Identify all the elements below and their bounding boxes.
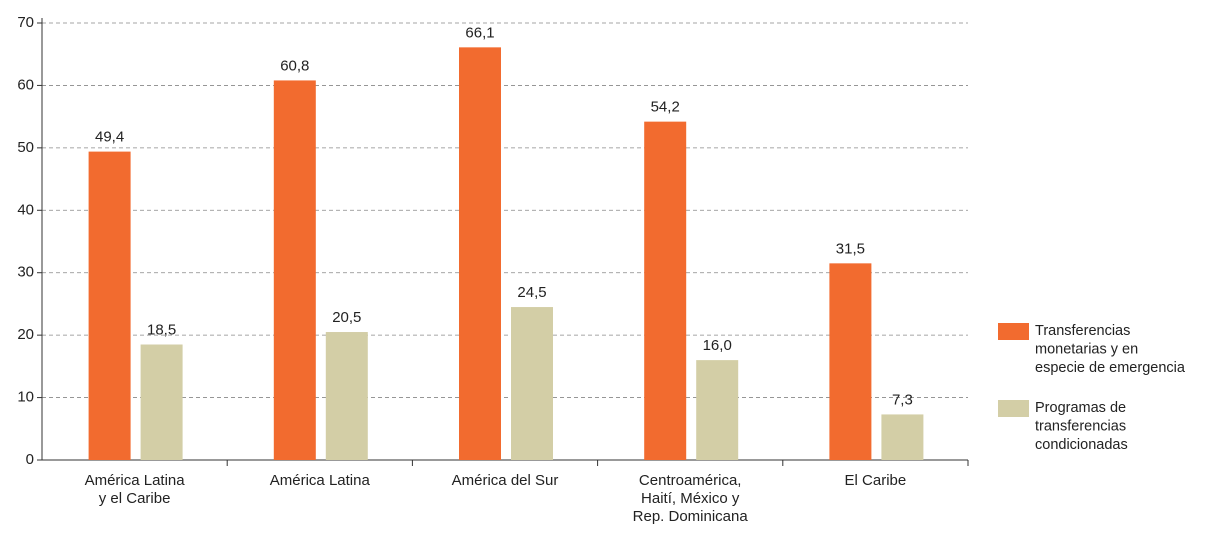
y-tick-label: 50 (17, 139, 34, 156)
bar (88, 151, 131, 461)
bar (273, 80, 316, 460)
value-label: 16,0 (703, 337, 732, 354)
x-tick-label: El Caribe (845, 472, 907, 489)
bar (644, 121, 687, 460)
legend-swatch (998, 400, 1029, 417)
x-tick-label: América Latina y el Caribe (85, 472, 186, 507)
bar (459, 47, 501, 461)
legend-label: Transferencias monetarias y en especie de … (1035, 323, 1186, 376)
bar (881, 414, 924, 460)
value-label: 7,3 (892, 391, 913, 408)
value-label: 49,4 (95, 129, 124, 146)
bar (511, 307, 553, 460)
legend-swatch (998, 323, 1029, 340)
value-label: 60,8 (280, 57, 309, 74)
value-label: 54,2 (651, 99, 680, 116)
value-label: 66,1 (465, 24, 494, 41)
y-tick-label: 20 (17, 326, 34, 343)
value-label: 24,5 (517, 284, 546, 301)
x-tick-label: Centroamérica, Haití, México y Rep. Domini… (633, 472, 749, 525)
x-tick-label: América Latina (270, 472, 371, 489)
x-tick-label: América del Sur (452, 472, 559, 489)
y-tick-label: 30 (17, 264, 34, 281)
value-label: 18,5 (147, 321, 176, 338)
bar (696, 360, 739, 460)
bar (140, 344, 183, 460)
y-tick-label: 10 (17, 389, 34, 406)
value-label: 20,5 (332, 309, 361, 326)
y-tick-label: 0 (26, 451, 34, 468)
y-tick-label: 60 (17, 76, 34, 93)
y-tick-label: 70 (17, 14, 34, 31)
bar (829, 263, 872, 460)
bar (325, 332, 368, 460)
y-tick-label: 40 (17, 201, 34, 218)
value-label: 31,5 (836, 240, 865, 257)
legend-label: Programas de transferencias condicionadas (1035, 400, 1128, 453)
